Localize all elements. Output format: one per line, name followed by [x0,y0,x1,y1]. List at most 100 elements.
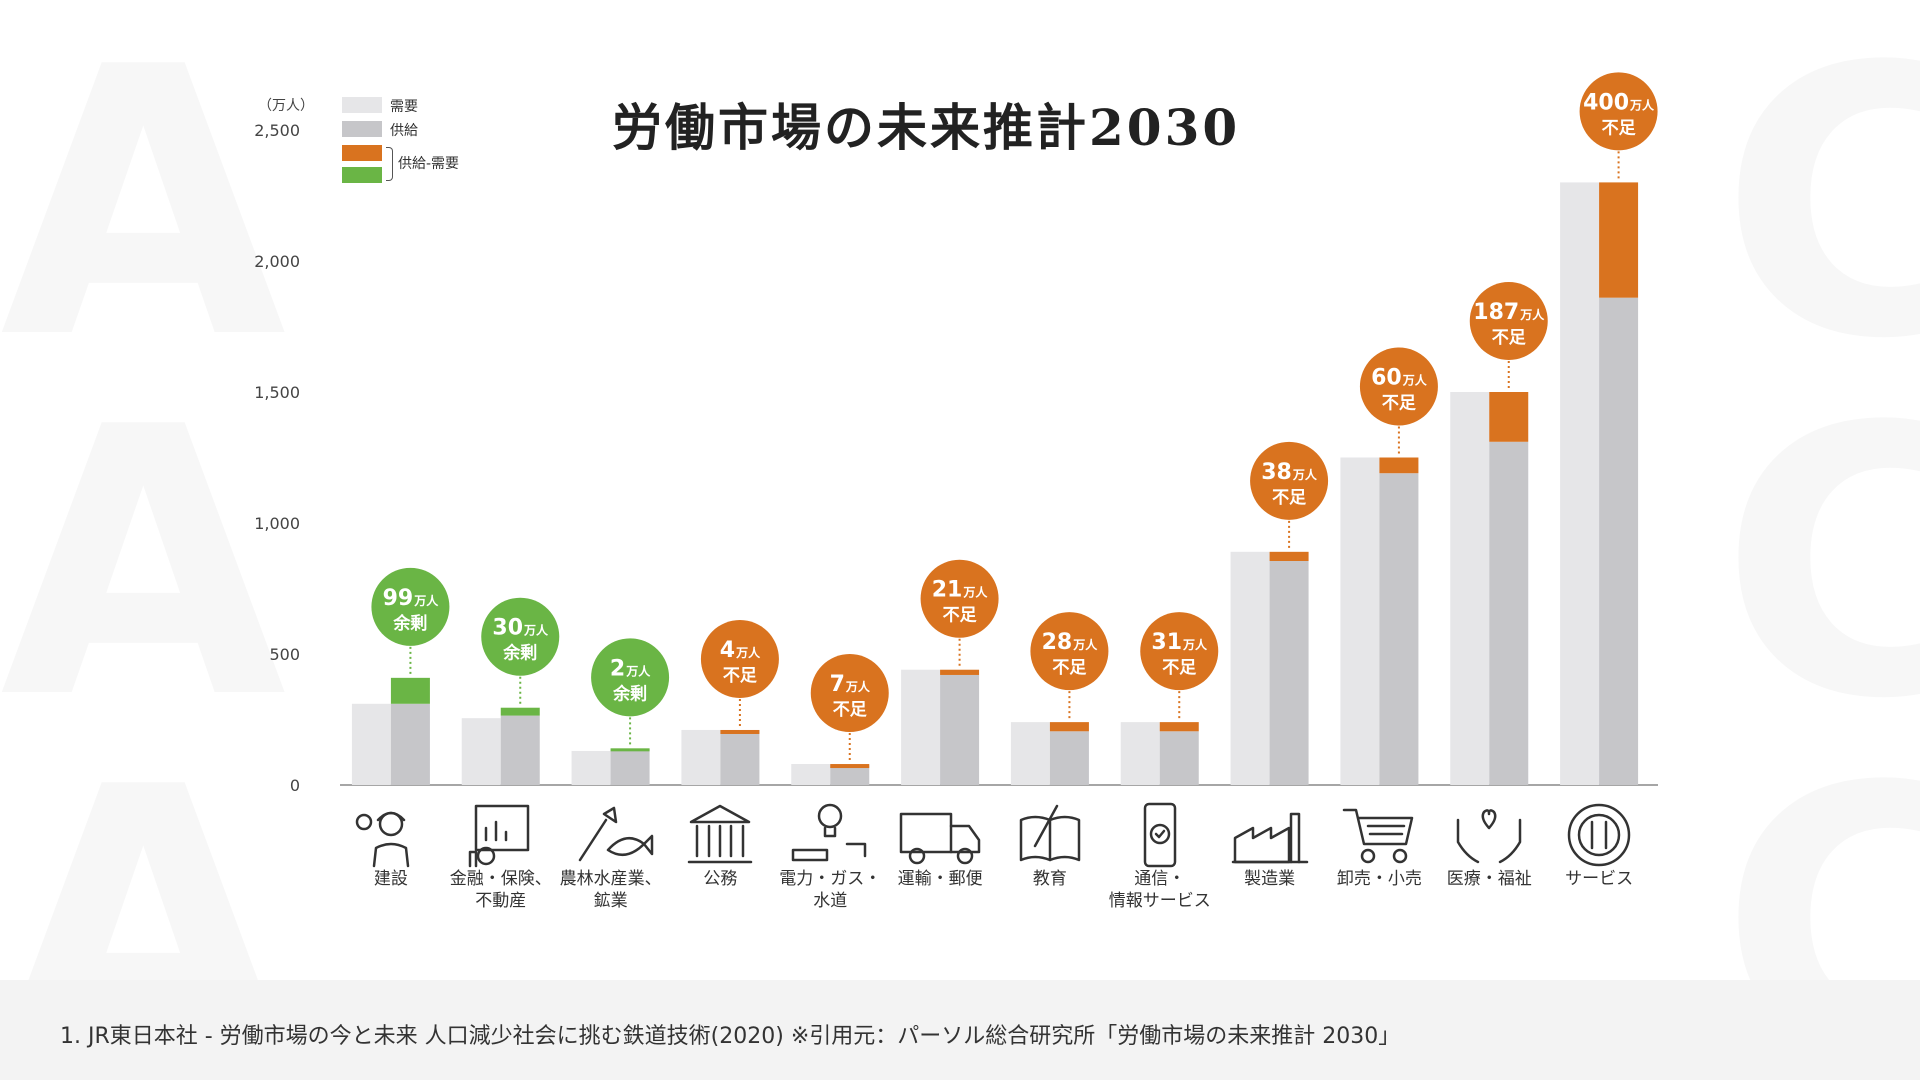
gap-callout-bubble [1579,72,1658,151]
finance-chart-icon [456,800,546,870]
y-tick-label: 2,500 [254,121,300,140]
gap-status-label: 不足 [723,666,757,686]
shortage-segment [1159,722,1199,732]
legend-swatch-supply [342,121,382,137]
demand-bar [571,750,611,785]
gap-value-label: 187万人 [1473,300,1545,325]
category-label-line: サービス [1565,869,1634,889]
gap-callout-bubble [920,559,999,638]
category-label-line: 製造業 [1244,869,1296,889]
footer-citation: 1. JR東日本社 - 労働市場の今と未来 人口減少社会に挑む鉄道技術(2020… [60,1024,1401,1049]
category-label-line: 農林水産業、 [559,869,662,889]
y-tick-label: 1,000 [254,514,300,533]
gap-callout-bubble [1250,441,1329,520]
demand-bar [1120,722,1160,785]
supply-bar [610,748,650,785]
shopping-cart-icon [1334,800,1424,870]
demand-bar [1560,182,1600,785]
gap-status-label: 不足 [1162,658,1196,678]
footer: 1. JR東日本社 - 労働市場の今と未来 人口減少社会に挑む鉄道技術(2020… [0,980,1920,1080]
category-label: 医療・福祉 [1424,868,1554,890]
gap-value-label: 21万人 [932,578,989,603]
demand-bar [1340,457,1380,785]
y-axis-unit-label: （万人） [258,98,314,114]
utilities-icon [785,800,875,870]
legend-label-supply: 供給 [390,123,418,139]
demand-bar [901,669,941,785]
gap-status-label: 余剰 [502,643,537,664]
category-label-line: 医療・福祉 [1446,869,1532,889]
category-label: サービス [1534,868,1664,890]
category-label-line: 鉱業 [593,891,628,911]
gap-status-label: 余剰 [612,683,647,704]
demand-bar [351,703,391,785]
gap-status-label: 不足 [943,606,977,626]
gap-status-label: 不足 [1602,118,1636,138]
category-label-line: 教育 [1032,869,1067,889]
legend-item-supply: 供給 [342,121,502,139]
gap-value-label: 31万人 [1151,630,1208,655]
demand-bar [1010,722,1050,785]
demand-bar [791,764,831,785]
gap-status-label: 不足 [1272,488,1306,508]
gap-callout-bubble [481,597,560,676]
gap-callout-bubble [1140,612,1219,691]
gap-callout-bubble [810,654,889,733]
shortage-segment [1599,182,1639,298]
y-tick-label: 500 [269,645,300,664]
demand-bar [1230,551,1270,785]
surplus-segment [500,707,540,716]
gap-value-label: 7万人 [830,672,871,697]
chart-title: 労働市場の未来推計2030 [612,98,1241,157]
supply-bar [1599,297,1639,785]
supply-bar [1159,731,1199,785]
category-label-line: 不動産 [475,891,527,911]
background-letter: A [0,350,287,780]
demand-bar [681,729,721,785]
supply-bar [500,715,540,785]
shortage-segment [1269,551,1309,561]
category-label: 教育 [985,868,1115,890]
category-label-line: 水道 [813,891,848,911]
shortage-segment [720,729,760,734]
category-label: 通信・ 情報サービス [1095,868,1225,912]
shovel-fish-icon [566,800,656,870]
legend-item-demand: 需要 [342,97,502,115]
legend-bracket [386,147,393,181]
gap-value-label: 60万人 [1371,366,1428,391]
gap-status-label: 不足 [1382,394,1416,414]
category-label: 運輸・郵便 [875,868,1005,890]
category-label-line: 情報サービス [1108,891,1211,911]
category-label-line: 建設 [373,869,408,889]
book-pen-icon [1005,800,1095,870]
category-label: 建設 [326,868,456,890]
smartphone-icon [1115,800,1205,870]
demand-bar [461,718,501,785]
supply-bar [1379,473,1419,785]
shortage-segment [830,764,870,769]
government-building-icon [675,800,765,870]
surplus-segment [610,748,650,752]
shortage-segment [1049,722,1089,732]
gap-callout-bubble [1469,282,1548,360]
gap-callout-bubble [1359,347,1438,426]
category-label-line: 公務 [703,869,738,889]
shortage-segment [1379,457,1419,474]
demand-bar [1450,392,1490,785]
construction-worker-icon [346,800,436,870]
gap-status-label: 不足 [833,700,867,720]
supply-bar [1489,441,1529,785]
plate-cutlery-icon [1554,800,1644,870]
shortage-segment [940,669,980,675]
category-label-line: 運輸・郵便 [897,869,983,889]
category-label: 公務 [655,868,785,890]
category-label-line: 卸売・小売 [1336,869,1422,889]
surplus-segment [390,677,430,704]
gap-value-label: 99万人 [383,586,440,611]
background-letter: A [0,0,287,420]
background-letter: C [1720,350,1920,780]
legend-swatch-shortage [342,145,382,161]
category-label: 金融・保険、 不動産 [436,868,566,912]
gap-value-label: 28万人 [1042,630,1099,655]
